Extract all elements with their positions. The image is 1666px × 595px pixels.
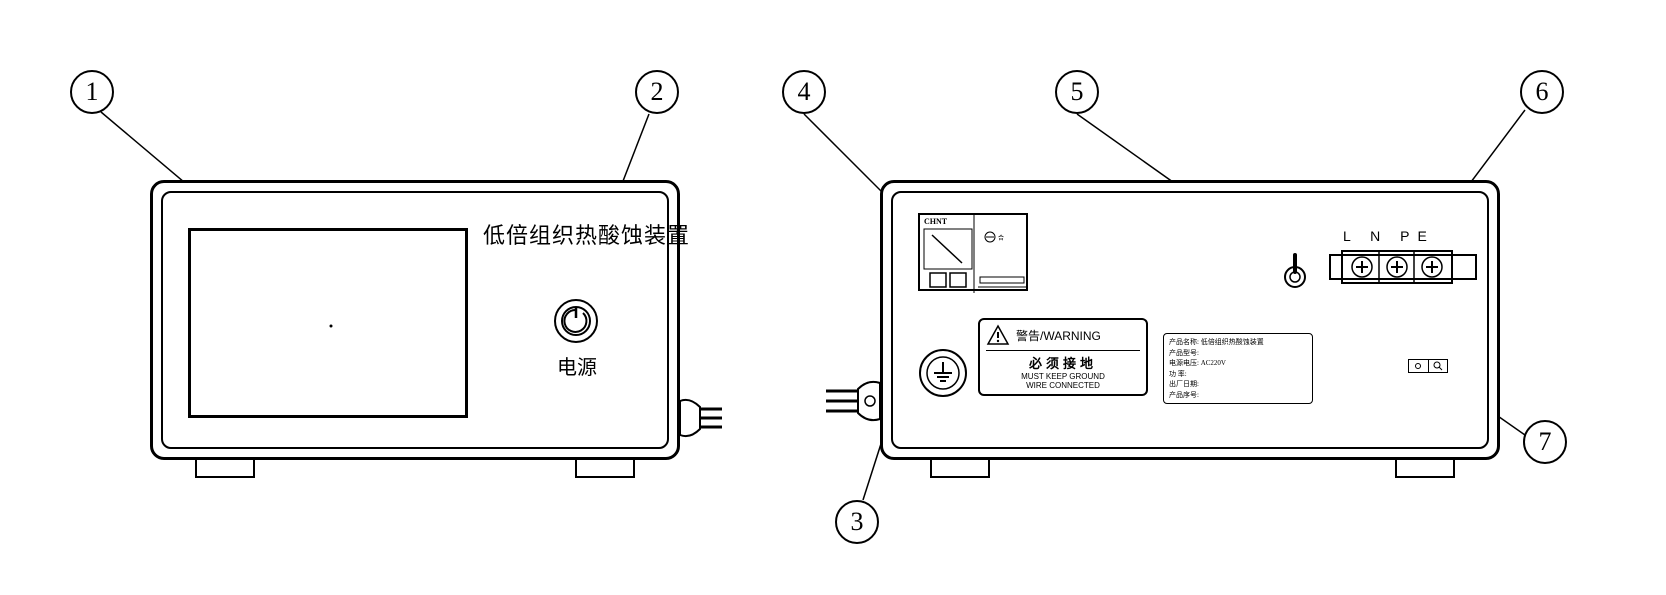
device-rear: CHNT 合 警告/WARNING — [880, 180, 1500, 460]
info-l4: 功 率: — [1169, 369, 1307, 380]
warning-title-text: 警告/WARNING — [1016, 328, 1101, 343]
rear-foot-left — [930, 460, 990, 478]
nameplate: 产品名称: 低倍组织热酸蚀装置 产品型号: 电源电压: AC220V 功 率: … — [1163, 333, 1313, 404]
rear-plug — [820, 375, 890, 430]
info-l5: 出厂日期: — [1169, 379, 1307, 390]
warning-header: 警告/WARNING — [986, 324, 1146, 348]
terminal-icon — [1328, 249, 1478, 285]
info-l3: 电源电压: AC220V — [1169, 358, 1307, 369]
toggle-switch[interactable] — [1281, 253, 1309, 294]
power-icon — [553, 298, 599, 344]
front-plug — [678, 395, 733, 445]
rear-foot-right — [1395, 460, 1455, 478]
device-title: 低倍组织热酸蚀装置 — [483, 218, 690, 250]
warning-label: 警告/WARNING 必须接地 MUST KEEP GROUND WIRE CO… — [978, 318, 1148, 396]
screen-dot — [191, 231, 465, 415]
front-foot-left — [195, 460, 255, 478]
front-foot-right — [575, 460, 635, 478]
device-front: 低倍组织热酸蚀装置 电源 — [150, 180, 680, 460]
info-l2: 产品型号: — [1169, 348, 1307, 359]
power-label: 电源 — [557, 351, 597, 380]
terminal-labels-text: L N PE — [1343, 228, 1435, 244]
warning-l3: WIRE CONNECTED — [986, 381, 1140, 390]
front-screen — [188, 228, 468, 418]
info-l1: 产品名称: 低倍组织热酸蚀装置 — [1169, 337, 1307, 348]
terminal-labels: L N PE — [1343, 228, 1435, 244]
warning-l1: 必须接地 — [986, 353, 1140, 372]
breaker-detail: 合 — [920, 215, 1030, 293]
device-title-text: 低倍组织热酸蚀装置 — [483, 223, 690, 248]
ground-icon — [918, 348, 968, 398]
fuse-glass-icon — [1433, 361, 1443, 371]
power-button[interactable] — [553, 298, 599, 349]
power-label-text: 电源 — [557, 357, 597, 379]
circuit-breaker[interactable]: CHNT 合 — [918, 213, 1028, 291]
fuse-holder[interactable] — [1408, 359, 1448, 373]
ground-port[interactable] — [918, 348, 968, 403]
warning-l2: MUST KEEP GROUND — [986, 372, 1140, 381]
svg-text:合: 合 — [998, 234, 1004, 242]
fuse-dot-icon — [1414, 362, 1422, 370]
info-l6: 产品序号: — [1169, 390, 1307, 401]
toggle-icon — [1281, 253, 1309, 289]
terminal-block[interactable] — [1328, 249, 1478, 290]
